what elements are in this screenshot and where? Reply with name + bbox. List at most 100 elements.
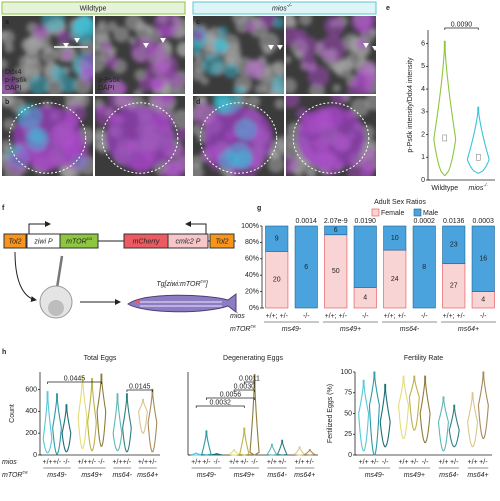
nucleus [18,55,31,68]
violin [147,388,158,453]
stain [244,58,266,80]
text-part: mTOR [2,472,22,479]
nucleus [365,96,376,111]
outline [292,102,370,174]
x-tick-label: +/+; +/- [325,313,348,320]
nucleus [135,20,147,31]
y-tick-label: 20% [245,288,259,295]
superscript: ca [201,280,206,285]
header-mutant: mios-/- [272,3,292,12]
p-value: 0.0145 [129,383,151,390]
micrograph-signal [286,16,376,94]
x-tick-label: +/- [479,459,488,466]
header-box [192,1,377,15]
group-label: ms64+ [458,326,479,333]
stain [28,75,49,94]
violin [358,379,370,452]
p-value: 0.0190 [355,218,377,225]
stain [365,16,376,26]
channel-label: p-Ps6k [98,77,120,84]
x-tick-label: +/- [450,459,459,466]
micrograph-signal [193,16,284,94]
stain [330,96,348,105]
arrowhead [363,43,369,48]
nucleus [18,79,30,91]
value-label: 8 [422,264,426,271]
violin [304,449,316,456]
stain [130,37,157,64]
panel-letter: g [257,205,261,212]
header-mutant-sup: -/- [287,3,292,9]
micrograph-blobs [95,96,185,176]
arrowhead [277,45,283,50]
header-mutant-name: mios [272,5,287,12]
significance-bracket [243,381,255,384]
violin [477,371,489,439]
y-tick-label: 3 [421,109,425,116]
violin [42,391,53,454]
x-tick-label: -/- [303,313,310,320]
group-label: ms64+ [467,472,488,479]
nucleus [45,77,64,94]
stain [295,29,307,41]
y-tick-label: 75 [344,390,352,397]
header-wildtype: Wildtype [80,5,107,12]
stain [17,106,29,117]
significance-bracket [126,389,153,392]
violin [228,449,240,456]
superscript: ca [22,471,27,476]
stain [144,150,157,162]
x-tick-label: +/+ [398,459,408,466]
group-label: ms49- [365,472,385,479]
x-tick-label: +/- [306,459,315,466]
nucleus [133,89,143,94]
stain [233,85,246,94]
x-tick-label: +/- [88,459,97,466]
construct-part: mTORca [66,237,92,245]
nucleus [95,53,106,73]
violin [138,398,148,434]
micrograph-signal [95,96,185,176]
x-tick-label: +/+; +/- [266,313,289,320]
group-label: ms64- [112,472,132,479]
group-label: ms49- [47,472,67,479]
panel-letter: b [5,99,9,106]
micrograph-blobs [193,16,284,94]
x-tick-label: +/+; +/- [384,313,407,320]
violin [87,378,97,452]
stain [2,72,19,94]
nucleus [23,37,41,56]
tol2-box [209,233,235,249]
panel-letter: a [5,19,9,26]
violin [201,430,212,456]
y-tick-label: 80% [245,239,259,246]
row-label: mios [230,313,245,320]
nucleus [2,96,16,106]
y-tick-label: 0 [421,177,425,184]
nucleus [4,42,14,53]
p-value: 0.0003 [473,218,495,225]
x-tick-label: +/- [370,459,379,466]
tol2-box [3,233,27,249]
violin [448,404,460,448]
stain [258,16,277,30]
x-tick-label: +/- [278,459,287,466]
y-tick-label: 600 [25,386,37,393]
group-label: ms64+ [294,472,315,479]
superscript: -/- [483,183,488,189]
legend-swatch [413,208,422,217]
violin [419,375,431,444]
construct-part: ziwi P [33,238,53,245]
chart-title: Fertility Rate [404,355,443,362]
stain [108,96,134,111]
micrograph-blobs [2,16,93,94]
stain [344,109,355,120]
panel-letter: e [386,5,390,12]
micrograph-signal [193,96,284,176]
y-tick-label: 0% [249,305,259,312]
nucleus [197,96,208,105]
violin [249,374,260,456]
nucleus [269,150,278,159]
nucleus [298,16,313,26]
stain [286,96,300,109]
